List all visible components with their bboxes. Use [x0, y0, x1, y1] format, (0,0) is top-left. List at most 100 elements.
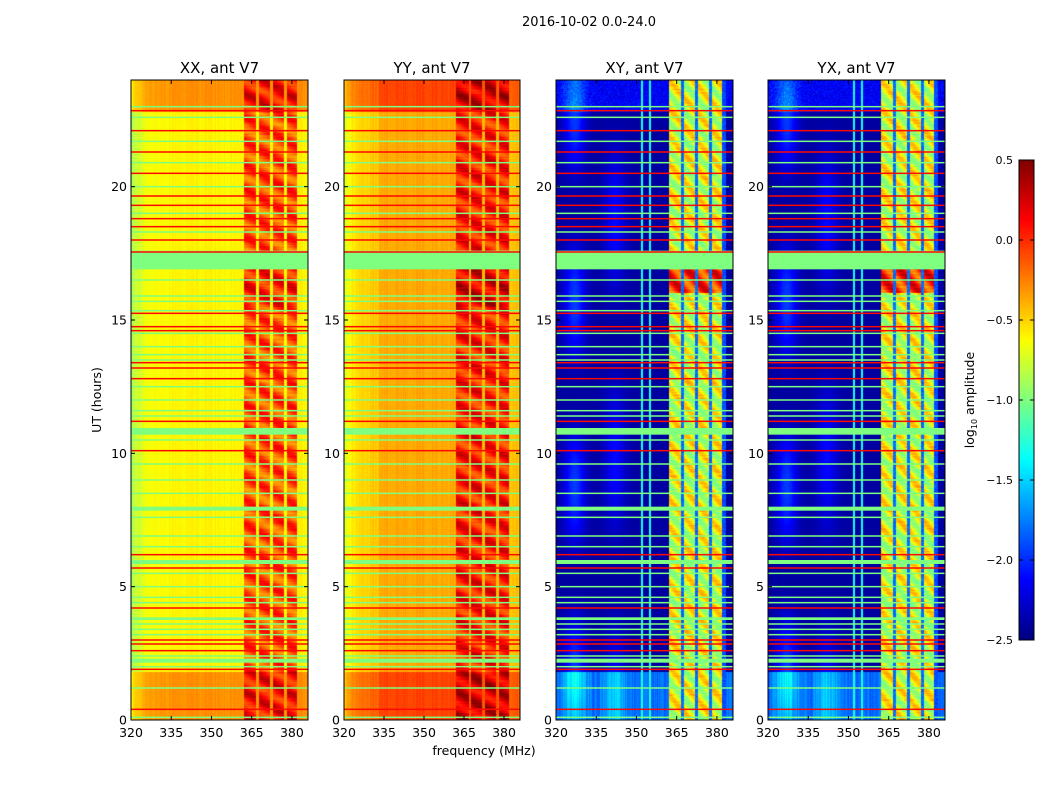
colorbar-tick-label: 0.0 — [996, 234, 1014, 247]
flag-row-red — [556, 251, 733, 253]
y-tick-label: 10 — [748, 446, 764, 461]
flag-row-red — [344, 420, 520, 423]
y-tick-label: 0 — [332, 713, 340, 728]
flag-row-red — [344, 325, 520, 328]
flag-block — [131, 428, 308, 435]
flag-block — [131, 560, 308, 564]
flag-row-green — [556, 633, 733, 636]
x-tick-label: 380 — [492, 725, 516, 740]
flag-row-green — [768, 231, 945, 233]
flag-row-green — [131, 516, 308, 519]
flag-block — [768, 506, 945, 511]
flag-row-red — [768, 449, 945, 452]
panel-title: YY, ant V7 — [392, 59, 470, 77]
flag-row-green — [556, 439, 733, 441]
flag-row-green — [344, 140, 520, 143]
y-tick-label: 20 — [111, 179, 127, 194]
flag-row-green — [131, 415, 308, 417]
flag-row-green — [131, 385, 308, 388]
flag-row-green — [556, 492, 733, 495]
flag-row-green — [344, 185, 520, 188]
panel-title: YX, ant V7 — [816, 59, 895, 77]
flag-row-red — [131, 151, 308, 153]
flag-row-green — [131, 687, 308, 689]
flag-row-green — [768, 545, 945, 548]
flag-block — [556, 617, 733, 620]
flag-row-green — [556, 535, 733, 537]
flag-row-red — [556, 367, 733, 369]
x-tick-label: 350 — [837, 725, 861, 740]
flag-block — [131, 617, 308, 620]
x-tick-label: 320 — [332, 725, 356, 740]
flag-row-red — [344, 649, 520, 652]
flag-row-red — [556, 225, 733, 228]
flag-row-green — [768, 687, 945, 689]
flag-row-green — [768, 295, 945, 297]
flag-row-red — [556, 607, 733, 609]
flag-row-green — [344, 399, 520, 401]
flag-row-red — [344, 109, 520, 112]
y-tick-label: 15 — [111, 313, 127, 328]
colorbar-tick-label: −0.5 — [986, 314, 1013, 327]
flag-row-red — [131, 567, 308, 569]
x-axis-label: frequency (MHz) — [432, 743, 535, 758]
flag-row-red — [556, 649, 733, 652]
flag-row-green — [131, 353, 308, 356]
flag-row-red — [131, 195, 308, 197]
flag-row-red — [131, 172, 308, 175]
figure-title: 2016-10-02 0.0-24.0 — [522, 15, 656, 30]
flag-row-red — [768, 567, 945, 569]
flag-row-red — [131, 329, 308, 332]
flag-row-red — [556, 151, 733, 153]
flag-row-green — [131, 716, 308, 719]
flag-row-green — [344, 716, 520, 719]
flag-row-red — [768, 420, 945, 423]
flag-row-green — [131, 116, 308, 119]
flag-row-green — [768, 463, 945, 465]
flag-row-red — [768, 329, 945, 332]
flag-row-green — [556, 479, 733, 481]
flag-row-red — [768, 607, 945, 609]
flag-row-red — [344, 217, 520, 220]
flag-row-red — [556, 312, 733, 315]
flag-block — [556, 560, 733, 564]
flag-block — [344, 617, 520, 620]
flag-row-red — [344, 312, 520, 315]
flag-row-green — [344, 332, 520, 335]
y-tick-label: 10 — [536, 446, 552, 461]
flag-block — [556, 250, 733, 270]
flag-row-green — [131, 300, 308, 303]
flag-row-green — [131, 623, 308, 625]
y-axis-label: UT (hours) — [89, 367, 104, 433]
flag-block — [344, 560, 520, 564]
flag-row-red — [768, 195, 945, 197]
x-tick-label: 335 — [796, 725, 820, 740]
flag-row-red — [768, 109, 945, 112]
flag-row-green — [131, 439, 308, 441]
colorbar-tick-label: −1.5 — [986, 474, 1013, 487]
flag-row-green — [556, 601, 733, 604]
flag-row-green — [131, 185, 308, 188]
flag-row-green — [556, 415, 733, 417]
flag-row-green — [768, 596, 945, 599]
flag-row-green — [556, 596, 733, 599]
flag-row-green — [556, 585, 733, 588]
flag-row-red — [768, 225, 945, 228]
flag-row-green — [556, 309, 733, 312]
flag-row-red — [131, 312, 308, 315]
flag-row-green — [556, 300, 733, 303]
x-tick-label: 335 — [584, 725, 608, 740]
flag-row-green — [344, 116, 520, 119]
flag-row-red — [556, 668, 733, 671]
panel-title: XY, ant V7 — [605, 59, 683, 77]
flag-row-green — [131, 545, 308, 548]
flag-row-red — [768, 553, 945, 556]
flag-row-red — [768, 129, 945, 132]
colorbar-tick-label: −2.5 — [986, 634, 1013, 647]
flag-row-green — [344, 585, 520, 588]
flag-row-red — [344, 567, 520, 569]
flag-row-green — [556, 161, 733, 164]
flag-row-red — [556, 325, 733, 328]
flag-row-green — [556, 687, 733, 689]
y-tick-label: 5 — [332, 579, 340, 594]
